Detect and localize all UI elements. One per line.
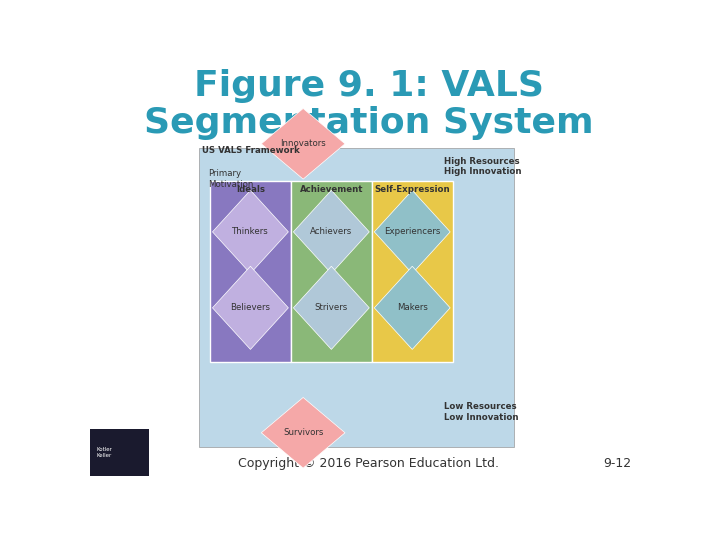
Bar xyxy=(210,181,291,362)
Polygon shape xyxy=(293,266,369,349)
Text: Self-Expression: Self-Expression xyxy=(374,185,450,194)
Text: Makers: Makers xyxy=(397,303,428,312)
Text: Figure 9. 1: VALS: Figure 9. 1: VALS xyxy=(194,69,544,103)
Polygon shape xyxy=(374,266,450,349)
Bar xyxy=(291,181,372,362)
Text: Thinkers: Thinkers xyxy=(232,227,269,237)
Text: Achievers: Achievers xyxy=(310,227,353,237)
Polygon shape xyxy=(293,190,369,273)
Text: US VALS Framework: US VALS Framework xyxy=(202,146,300,156)
Text: Segmentation System: Segmentation System xyxy=(144,106,594,140)
Text: Believers: Believers xyxy=(230,303,271,312)
Bar xyxy=(199,148,514,447)
Polygon shape xyxy=(261,397,345,468)
Text: Primary
Motivation: Primary Motivation xyxy=(208,170,253,189)
Text: Copyright © 2016 Pearson Education Ltd.: Copyright © 2016 Pearson Education Ltd. xyxy=(238,457,500,470)
Text: Experiencers: Experiencers xyxy=(384,227,441,237)
Text: 9-12: 9-12 xyxy=(603,457,631,470)
Text: Innovators: Innovators xyxy=(280,139,326,148)
Text: Ideals: Ideals xyxy=(236,185,265,194)
Text: Low Resources
Low Innovation: Low Resources Low Innovation xyxy=(444,402,519,422)
Bar xyxy=(372,181,453,362)
Text: Strivers: Strivers xyxy=(315,303,348,312)
Text: High Resources
High Innovation: High Resources High Innovation xyxy=(444,157,522,177)
Text: Kotler
Keller: Kotler Keller xyxy=(96,447,112,458)
Polygon shape xyxy=(212,266,289,349)
Polygon shape xyxy=(212,190,289,273)
Text: Survivors: Survivors xyxy=(283,428,323,437)
Text: Achievement: Achievement xyxy=(300,185,363,194)
Polygon shape xyxy=(261,109,345,179)
Polygon shape xyxy=(374,190,450,273)
Bar xyxy=(90,429,148,476)
